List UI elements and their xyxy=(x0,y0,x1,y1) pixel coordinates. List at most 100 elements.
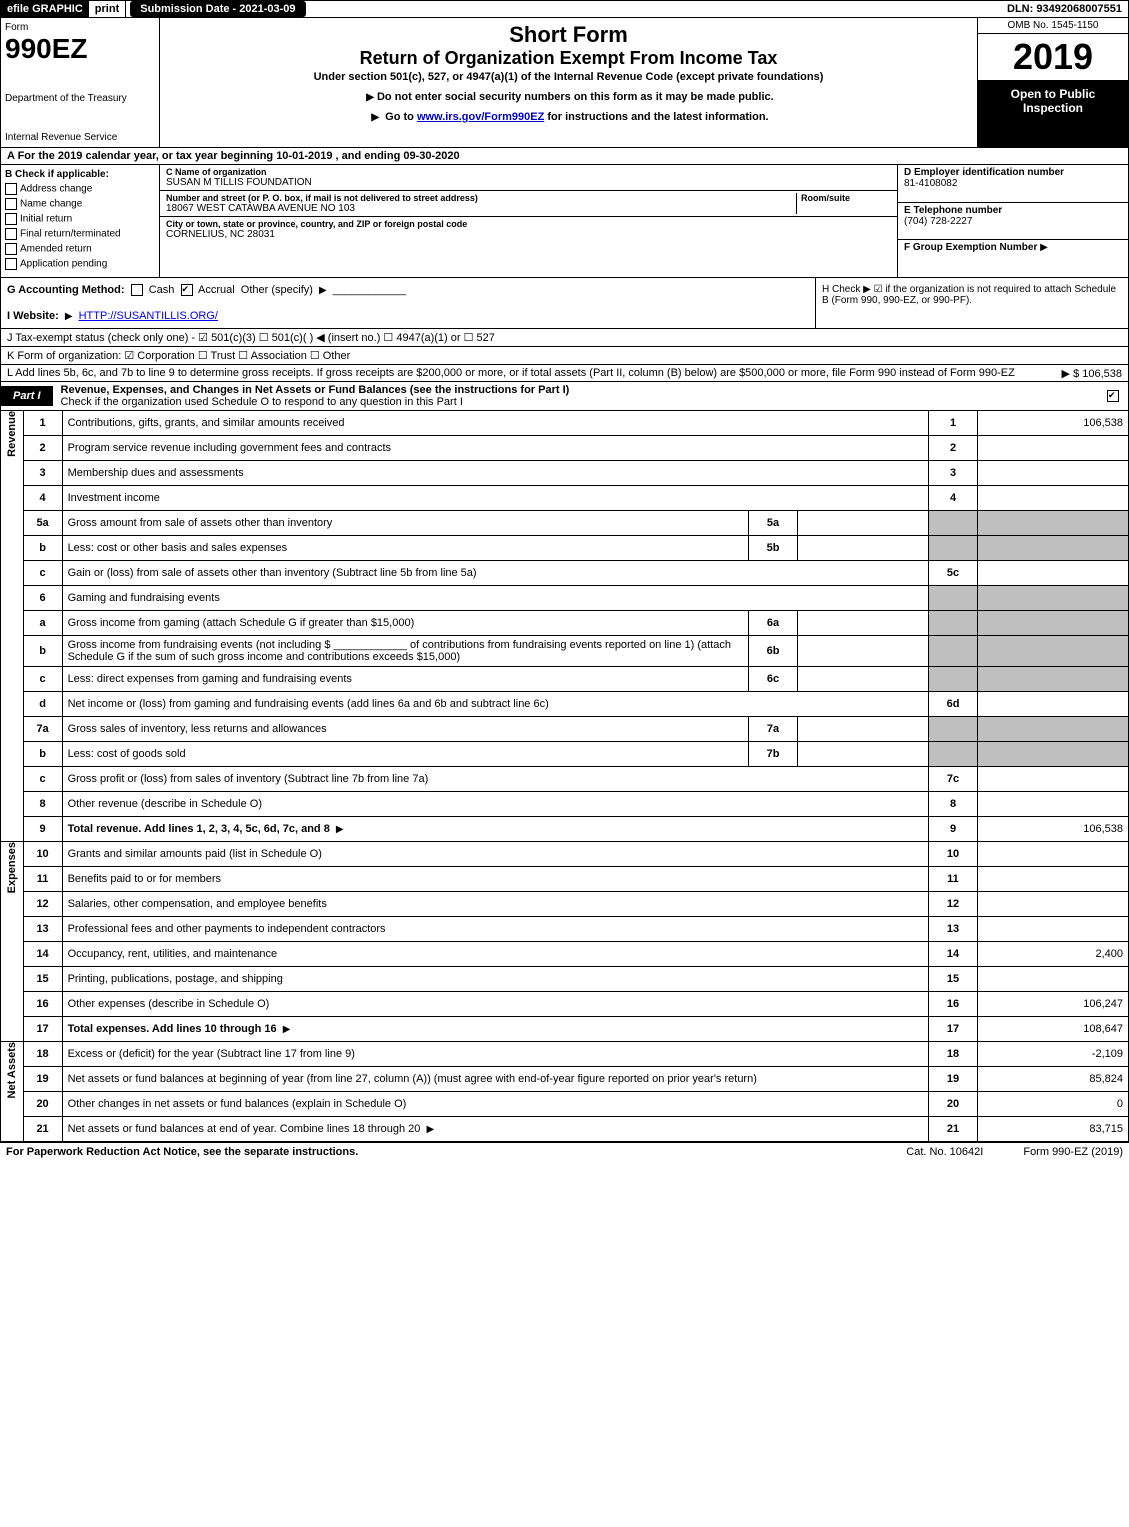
website-row: I Website: HTTP://SUSANTILLIS.ORG/ xyxy=(7,310,809,322)
part1-title-text: Revenue, Expenses, and Changes in Net As… xyxy=(61,384,570,396)
org-name-cell: C Name of organization SUSAN M TILLIS FO… xyxy=(160,165,897,191)
line-desc: Less: direct expenses from gaming and fu… xyxy=(68,673,352,685)
irs-link[interactable]: www.irs.gov/Form990EZ xyxy=(417,111,544,123)
arrow-icon xyxy=(333,823,347,835)
chk-application-pending[interactable]: Application pending xyxy=(5,258,155,270)
footer-formref: Form 990-EZ (2019) xyxy=(1023,1146,1123,1158)
table-row: 13Professional fees and other payments t… xyxy=(23,917,1128,942)
chk-address-change[interactable]: Address change xyxy=(5,183,155,195)
expenses-side-label: Expenses xyxy=(0,842,23,1042)
chk-accrual[interactable] xyxy=(181,284,193,296)
chk-amended-return[interactable]: Amended return xyxy=(5,243,155,255)
table-row: 5aGross amount from sale of assets other… xyxy=(23,511,1128,536)
goto-notice: Go to www.irs.gov/Form990EZ for instruct… xyxy=(164,111,973,123)
info-block: B Check if applicable: Address change Na… xyxy=(0,165,1129,278)
chk-initial-return[interactable]: Initial return xyxy=(5,213,155,225)
part1-title: Revenue, Expenses, and Changes in Net As… xyxy=(53,382,1101,410)
revenue-side-label: Revenue xyxy=(0,411,23,842)
netassets-label: Net Assets xyxy=(6,1042,18,1098)
submission-date: Submission Date - 2021-03-09 xyxy=(130,1,305,17)
table-row: cLess: direct expenses from gaming and f… xyxy=(23,667,1128,692)
line-desc: Excess or (deficit) for the year (Subtra… xyxy=(68,1048,355,1060)
form-label: Form xyxy=(5,22,155,33)
arrow-icon xyxy=(423,1123,437,1135)
tax-year: 2019 xyxy=(978,34,1128,81)
line-desc: Other revenue (describe in Schedule O) xyxy=(68,798,262,810)
table-row: 19Net assets or fund balances at beginni… xyxy=(23,1067,1128,1092)
part1-checkbox[interactable] xyxy=(1101,388,1128,404)
table-row: 1Contributions, gifts, grants, and simil… xyxy=(23,411,1128,436)
website-label: I Website: xyxy=(7,310,59,322)
table-row: 11Benefits paid to or for members11 xyxy=(23,867,1128,892)
l-text: L Add lines 5b, 6c, and 7b to line 9 to … xyxy=(7,367,1015,379)
table-row: 12Salaries, other compensation, and empl… xyxy=(23,892,1128,917)
arrow-icon xyxy=(280,1023,294,1035)
table-row: 17Total expenses. Add lines 10 through 1… xyxy=(23,1017,1128,1042)
inspection-line1: Open to Public xyxy=(980,87,1126,101)
row-a-tax-year: A For the 2019 calendar year, or tax yea… xyxy=(0,148,1129,165)
expenses-section: Expenses 10Grants and similar amounts pa… xyxy=(0,842,1129,1042)
h-block: H Check ▶ ☑ if the organization is not r… xyxy=(815,278,1128,328)
chk-cash[interactable] xyxy=(131,284,143,296)
part1-check-text: Check if the organization used Schedule … xyxy=(61,396,463,408)
goto-pre: Go to xyxy=(385,111,417,123)
street-label: Number and street (or P. O. box, if mail… xyxy=(166,193,796,203)
line-desc: Gaming and fundraising events xyxy=(68,592,220,604)
line-desc: Gross profit or (loss) from sales of inv… xyxy=(68,773,429,785)
line-desc: Membership dues and assessments xyxy=(68,467,244,479)
top-bar: efile GRAPHIC print Submission Date - 20… xyxy=(0,0,1129,18)
line-desc: Benefits paid to or for members xyxy=(68,873,221,885)
gh-block: G Accounting Method: Cash Accrual Other … xyxy=(0,278,1129,329)
inspection-line2: Inspection xyxy=(980,101,1126,115)
table-row: 3Membership dues and assessments3 xyxy=(23,461,1128,486)
form-number: 990EZ xyxy=(5,33,155,65)
line-desc: Net income or (loss) from gaming and fun… xyxy=(68,698,549,710)
table-row: aGross income from gaming (attach Schedu… xyxy=(23,611,1128,636)
line-desc: Less: cost of goods sold xyxy=(68,748,186,760)
table-row: 18Excess or (deficit) for the year (Subt… xyxy=(23,1042,1128,1067)
chk-final-return[interactable]: Final return/terminated xyxy=(5,228,155,240)
accrual-label: Accrual xyxy=(198,284,235,296)
org-name-value: SUSAN M TILLIS FOUNDATION xyxy=(166,177,891,188)
expenses-label: Expenses xyxy=(6,842,18,893)
box-def: D Employer identification number 81-4108… xyxy=(897,165,1128,277)
netassets-table: 18Excess or (deficit) for the year (Subt… xyxy=(23,1042,1129,1142)
table-row: cGain or (loss) from sale of assets othe… xyxy=(23,561,1128,586)
dln-label: DLN: 93492068007551 xyxy=(1001,1,1128,17)
arrow-icon: ▶ xyxy=(1040,242,1048,253)
header-right: OMB No. 1545-1150 2019 Open to Public In… xyxy=(977,18,1128,147)
expenses-table: 10Grants and similar amounts paid (list … xyxy=(23,842,1129,1042)
table-row: bGross income from fundraising events (n… xyxy=(23,636,1128,667)
revenue-label: Revenue xyxy=(6,411,18,457)
room-label: Room/suite xyxy=(801,193,891,203)
goto-post: for instructions and the latest informat… xyxy=(547,111,768,123)
accounting-method-row: G Accounting Method: Cash Accrual Other … xyxy=(7,284,809,296)
city-cell: City or town, state or province, country… xyxy=(160,217,897,242)
line-desc: Grants and similar amounts paid (list in… xyxy=(68,848,322,860)
line-desc: Total expenses. Add lines 10 through 16 xyxy=(68,1023,277,1035)
table-row: 15Printing, publications, postage, and s… xyxy=(23,967,1128,992)
line-desc: Contributions, gifts, grants, and simila… xyxy=(68,417,345,429)
chk-address-change-label: Address change xyxy=(20,184,92,195)
box-c: C Name of organization SUSAN M TILLIS FO… xyxy=(160,165,897,277)
table-row: 21Net assets or fund balances at end of … xyxy=(23,1117,1128,1142)
revenue-table: 1Contributions, gifts, grants, and simil… xyxy=(23,411,1129,842)
footer: For Paperwork Reduction Act Notice, see … xyxy=(0,1142,1129,1161)
revenue-section: Revenue 1Contributions, gifts, grants, a… xyxy=(0,411,1129,842)
line-desc: Professional fees and other payments to … xyxy=(68,923,386,935)
org-name-label: C Name of organization xyxy=(166,167,891,177)
cash-label: Cash xyxy=(149,284,175,296)
form-header: Form 990EZ Department of the Treasury In… xyxy=(0,18,1129,148)
website-link[interactable]: HTTP://SUSANTILLIS.ORG/ xyxy=(79,310,218,322)
chk-final-return-label: Final return/terminated xyxy=(20,229,121,240)
other-label: Other (specify) xyxy=(241,284,313,296)
print-button[interactable]: print xyxy=(89,1,126,17)
ein-cell: D Employer identification number 81-4108… xyxy=(898,165,1128,203)
ssn-notice: Do not enter social security numbers on … xyxy=(164,91,973,103)
table-row: cGross profit or (loss) from sales of in… xyxy=(23,767,1128,792)
box-b: B Check if applicable: Address change Na… xyxy=(1,165,160,277)
chk-name-change[interactable]: Name change xyxy=(5,198,155,210)
table-row: 20Other changes in net assets or fund ba… xyxy=(23,1092,1128,1117)
box-b-label: B Check if applicable: xyxy=(5,169,155,180)
table-row: 10Grants and similar amounts paid (list … xyxy=(23,842,1128,867)
